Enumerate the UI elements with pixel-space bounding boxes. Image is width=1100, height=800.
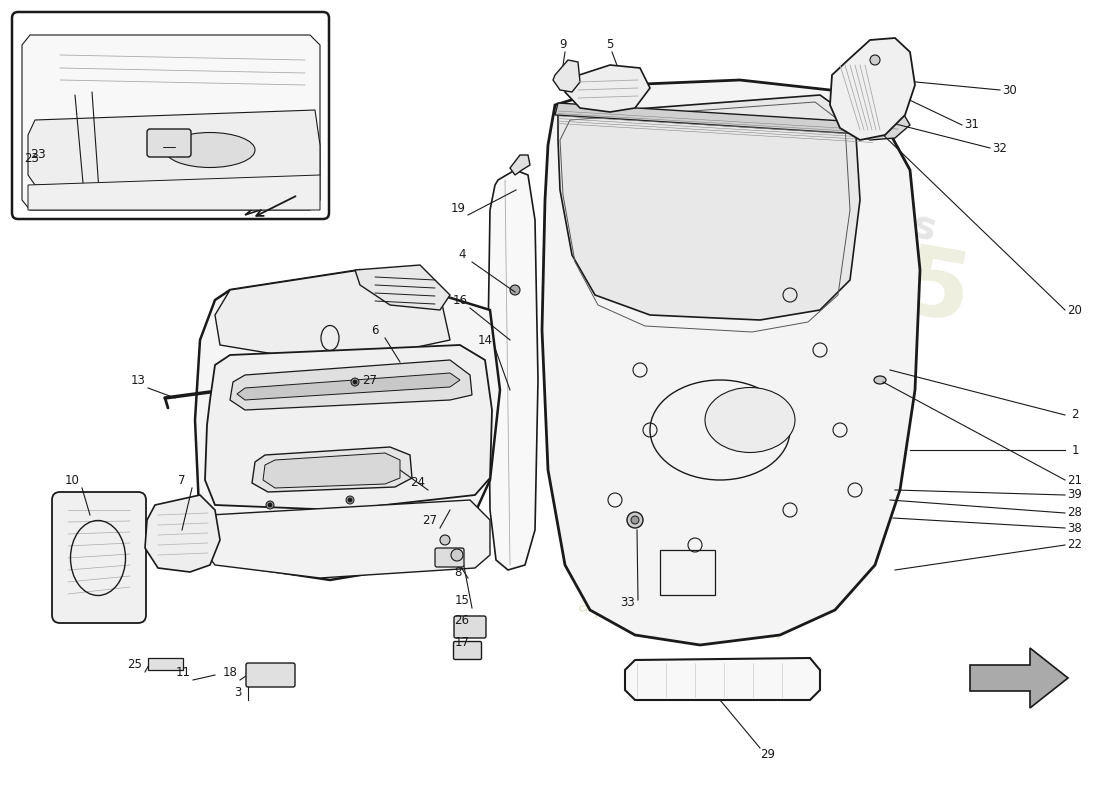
FancyBboxPatch shape [246,663,295,687]
Circle shape [351,378,359,386]
Polygon shape [28,110,320,185]
Text: 21: 21 [1067,474,1082,486]
Text: 31: 31 [965,118,979,131]
Text: 18: 18 [222,666,238,679]
Text: 985: 985 [762,217,978,343]
Text: 10: 10 [65,474,79,486]
Text: 9: 9 [559,38,566,50]
Polygon shape [830,38,915,140]
Bar [148,658,183,670]
Text: 6: 6 [372,323,378,337]
Polygon shape [236,373,460,400]
Text: 23: 23 [24,151,40,165]
Text: 28: 28 [1068,506,1082,519]
Circle shape [451,549,463,561]
Text: 7: 7 [178,474,186,486]
Text: 4: 4 [459,249,465,262]
Circle shape [353,380,358,384]
Polygon shape [195,270,500,580]
Circle shape [631,516,639,524]
Text: 8: 8 [454,566,462,578]
Text: 11: 11 [176,666,190,678]
Polygon shape [145,495,220,572]
Circle shape [346,496,354,504]
Circle shape [440,535,450,545]
Text: 15: 15 [454,594,470,606]
Polygon shape [252,447,412,492]
Text: 1: 1 [1071,443,1079,457]
FancyBboxPatch shape [147,129,191,157]
Bar [660,550,715,595]
Polygon shape [22,35,320,210]
Text: 32: 32 [992,142,1008,154]
Text: 5: 5 [606,38,614,50]
Text: 30: 30 [1002,83,1018,97]
FancyBboxPatch shape [454,616,486,638]
Polygon shape [558,95,860,320]
Text: 29: 29 [760,749,775,762]
Ellipse shape [705,387,795,453]
Text: 27: 27 [363,374,377,386]
FancyBboxPatch shape [453,642,482,659]
Circle shape [627,512,644,528]
Circle shape [266,501,274,509]
Polygon shape [565,65,650,112]
FancyBboxPatch shape [52,492,146,623]
Ellipse shape [874,376,886,384]
Polygon shape [848,103,910,140]
Text: 24: 24 [410,477,426,490]
Polygon shape [230,360,472,410]
Polygon shape [205,345,492,510]
Text: 26: 26 [454,614,470,626]
Text: 19: 19 [451,202,465,214]
Text: 25: 25 [128,658,142,671]
Polygon shape [556,103,874,135]
Polygon shape [625,658,820,700]
Text: 38: 38 [1068,522,1082,534]
Polygon shape [200,500,490,578]
Text: 20: 20 [1068,303,1082,317]
Circle shape [510,285,520,295]
FancyBboxPatch shape [434,548,464,567]
Polygon shape [214,270,450,355]
Polygon shape [488,170,538,570]
Polygon shape [970,648,1068,708]
Text: 22: 22 [1067,538,1082,551]
Polygon shape [510,155,530,175]
Text: 13: 13 [131,374,145,387]
FancyBboxPatch shape [12,12,329,219]
Text: a passion for parts.nl: a passion for parts.nl [576,596,783,644]
Text: 33: 33 [620,597,636,610]
Circle shape [870,55,880,65]
Text: 17: 17 [454,637,470,650]
Text: 14: 14 [477,334,493,346]
Polygon shape [355,265,450,310]
Text: eeuroparts: eeuroparts [698,150,942,250]
Ellipse shape [165,133,255,167]
Text: 27: 27 [422,514,438,526]
Text: 16: 16 [452,294,468,306]
Text: 39: 39 [1068,489,1082,502]
Circle shape [348,498,352,502]
Circle shape [268,503,272,507]
Polygon shape [263,453,400,488]
Text: 23: 23 [30,149,46,162]
Text: 3: 3 [234,686,242,699]
Polygon shape [542,80,920,645]
Polygon shape [28,175,320,210]
Text: 2: 2 [1071,409,1079,422]
Polygon shape [553,60,580,92]
